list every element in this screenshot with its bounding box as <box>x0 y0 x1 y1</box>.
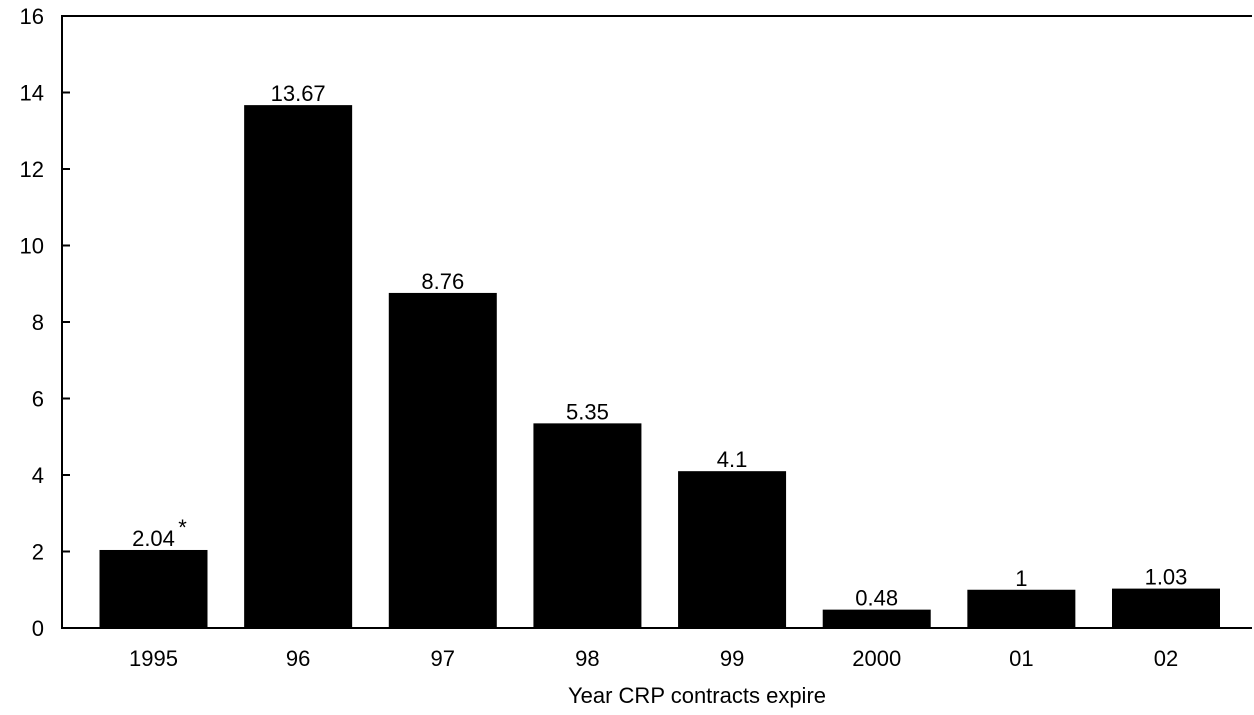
y-axis-ticks: 0 2 4 6 8 10 12 14 16 <box>20 4 70 641</box>
data-label-01: 1 <box>1015 566 1027 591</box>
bar-97 <box>388 292 497 628</box>
bar-02 <box>1112 588 1220 628</box>
x-tick-label: 96 <box>286 646 310 671</box>
x-tick-label: 02 <box>1154 646 1178 671</box>
bar-1995 <box>99 549 208 628</box>
x-tick-label: 98 <box>575 646 599 671</box>
y-tick-label: 6 <box>32 387 44 412</box>
y-tick-label: 10 <box>20 234 44 259</box>
data-label-1995: 2.04 <box>132 526 175 551</box>
y-tick-label: 12 <box>20 157 44 182</box>
data-labels: 2.04 13.67 8.76 5.35 4.1 0.48 1 1.03 * <box>132 81 1187 611</box>
bar-2000 <box>822 609 931 628</box>
bar-96 <box>244 105 353 628</box>
y-tick-label: 4 <box>32 463 44 488</box>
bars <box>99 105 1220 628</box>
bar-99 <box>678 471 787 628</box>
y-tick-label: 16 <box>20 4 44 29</box>
data-label-99: 4.1 <box>717 447 748 472</box>
footnote-asterisk: * <box>178 515 187 540</box>
x-tick-label: 2000 <box>852 646 901 671</box>
data-label-97: 8.76 <box>421 269 464 294</box>
x-tick-label: 97 <box>431 646 455 671</box>
data-label-02: 1.03 <box>1145 565 1188 590</box>
x-tick-label: 99 <box>720 646 744 671</box>
x-axis-label: Year CRP contracts expire <box>568 683 826 708</box>
data-label-98: 5.35 <box>566 399 609 424</box>
y-tick-label: 2 <box>32 540 44 565</box>
data-label-96: 13.67 <box>271 81 326 106</box>
x-axis-ticks: 1995 96 97 98 99 2000 01 02 <box>129 646 1178 671</box>
y-tick-label: 8 <box>32 310 44 335</box>
x-tick-label: 1995 <box>129 646 178 671</box>
data-label-2000: 0.48 <box>855 586 898 611</box>
bar-98 <box>533 423 642 628</box>
bar-01 <box>967 589 1076 628</box>
x-tick-label: 01 <box>1009 646 1033 671</box>
y-tick-label: 14 <box>20 81 44 106</box>
axis-frame <box>61 15 1252 629</box>
y-tick-label: 0 <box>32 616 44 641</box>
